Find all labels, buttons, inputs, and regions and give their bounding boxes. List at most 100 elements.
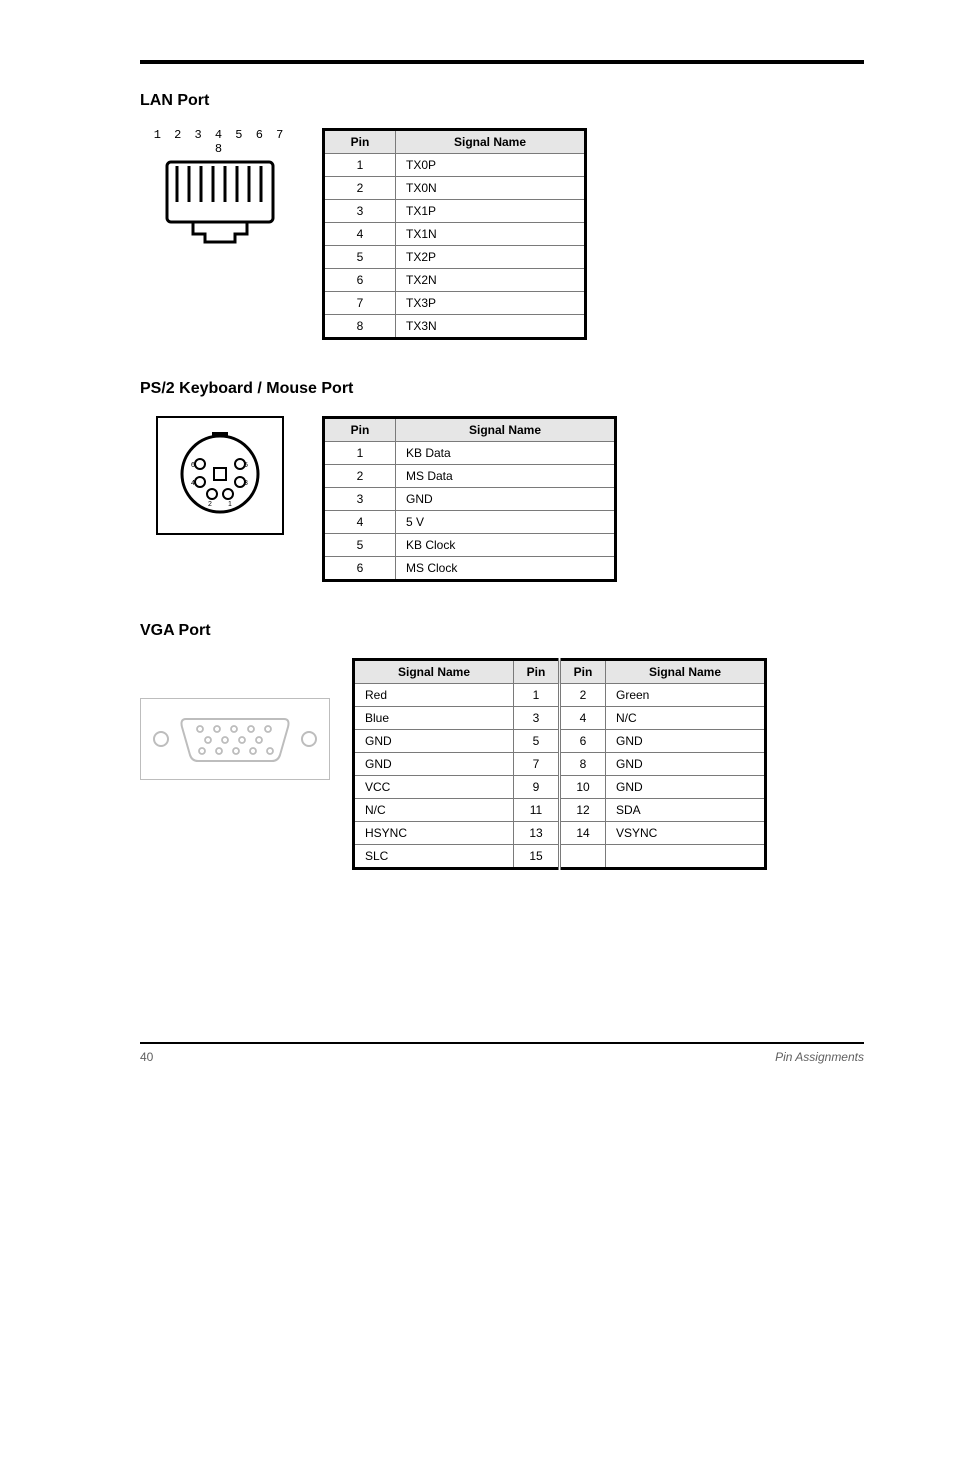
cell: 1 bbox=[324, 154, 396, 177]
svg-text:5: 5 bbox=[244, 462, 248, 469]
rj45-diagram: 1 2 3 4 5 6 7 8 bbox=[150, 128, 290, 246]
cell: VCC bbox=[354, 776, 514, 799]
cell: Red bbox=[354, 684, 514, 707]
cell: 14 bbox=[560, 822, 606, 845]
top-rule bbox=[140, 60, 864, 64]
ps2-col-pin: Pin bbox=[324, 418, 396, 442]
table-row: 1TX0P bbox=[324, 154, 586, 177]
vga-block: Signal Name Pin Pin Signal Name Red12Gre… bbox=[140, 658, 864, 870]
table-row: 7TX3P bbox=[324, 292, 586, 315]
cell: TX2P bbox=[396, 246, 586, 269]
cell: 4 bbox=[324, 511, 396, 534]
cell: 1 bbox=[514, 684, 560, 707]
vga-col-signal-l: Signal Name bbox=[354, 660, 514, 684]
vga-screw-left-icon bbox=[152, 730, 170, 748]
cell: 3 bbox=[514, 707, 560, 730]
cell: 4 bbox=[560, 707, 606, 730]
svg-text:3: 3 bbox=[244, 480, 248, 487]
table-row: GND78GND bbox=[354, 753, 766, 776]
page-number: 40 bbox=[140, 1050, 153, 1064]
vga-connector-icon bbox=[180, 715, 290, 763]
svg-text:4: 4 bbox=[191, 480, 195, 487]
table-row: 1KB Data bbox=[324, 442, 616, 465]
ps2-block: 6 5 4 3 2 1 Pin Signal Name 1KB Data 2MS… bbox=[140, 416, 864, 582]
svg-text:6: 6 bbox=[191, 462, 195, 469]
cell: GND bbox=[606, 753, 766, 776]
cell: SLC bbox=[354, 845, 514, 869]
lan-header-row: Pin Signal Name bbox=[324, 130, 586, 154]
table-row: SLC15 bbox=[354, 845, 766, 869]
table-row: 8TX3N bbox=[324, 315, 586, 339]
vga-table: Signal Name Pin Pin Signal Name Red12Gre… bbox=[352, 658, 767, 870]
table-row: 6MS Clock bbox=[324, 557, 616, 581]
cell: 13 bbox=[514, 822, 560, 845]
page-footer: 40 Pin Assignments bbox=[140, 1050, 864, 1064]
cell: TX2N bbox=[396, 269, 586, 292]
ps2-heading: PS/2 Keyboard / Mouse Port bbox=[140, 380, 864, 398]
lan-block: 1 2 3 4 5 6 7 8 Pin Signal Name bbox=[140, 128, 864, 340]
cell: TX3P bbox=[396, 292, 586, 315]
cell: 6 bbox=[324, 269, 396, 292]
cell: KB Clock bbox=[396, 534, 616, 557]
cell: 2 bbox=[324, 177, 396, 200]
cell: 3 bbox=[324, 488, 396, 511]
table-row: 2MS Data bbox=[324, 465, 616, 488]
vga-header-row: Signal Name Pin Pin Signal Name bbox=[354, 660, 766, 684]
lan-heading: LAN Port bbox=[140, 92, 864, 110]
cell: GND bbox=[606, 776, 766, 799]
table-row: Red12Green bbox=[354, 684, 766, 707]
cell: TX0P bbox=[396, 154, 586, 177]
cell: KB Data bbox=[396, 442, 616, 465]
table-row: 3TX1P bbox=[324, 200, 586, 223]
cell: Green bbox=[606, 684, 766, 707]
cell: 11 bbox=[514, 799, 560, 822]
ps2-icon: 6 5 4 3 2 1 bbox=[178, 432, 262, 516]
ps2-table: Pin Signal Name 1KB Data 2MS Data 3GND 4… bbox=[322, 416, 617, 582]
cell: SDA bbox=[606, 799, 766, 822]
rj45-icon bbox=[165, 160, 275, 246]
table-row: 4TX1N bbox=[324, 223, 586, 246]
cell: 15 bbox=[514, 845, 560, 869]
cell: TX1P bbox=[396, 200, 586, 223]
cell: 5 bbox=[514, 730, 560, 753]
vga-col-pin-r: Pin bbox=[560, 660, 606, 684]
cell: 3 bbox=[324, 200, 396, 223]
table-row: GND56GND bbox=[354, 730, 766, 753]
cell: 7 bbox=[324, 292, 396, 315]
cell: MS Data bbox=[396, 465, 616, 488]
cell: GND bbox=[396, 488, 616, 511]
cell: GND bbox=[354, 753, 514, 776]
ps2-col-signal: Signal Name bbox=[396, 418, 616, 442]
table-row: 45 V bbox=[324, 511, 616, 534]
cell: 10 bbox=[560, 776, 606, 799]
cell: 5 bbox=[324, 534, 396, 557]
cell: GND bbox=[606, 730, 766, 753]
cell: 2 bbox=[560, 684, 606, 707]
cell: 4 bbox=[324, 223, 396, 246]
cell: 5 V bbox=[396, 511, 616, 534]
cell: 8 bbox=[560, 753, 606, 776]
cell: 2 bbox=[324, 465, 396, 488]
svg-text:1: 1 bbox=[228, 501, 232, 508]
table-row: Blue34N/C bbox=[354, 707, 766, 730]
table-row: 5KB Clock bbox=[324, 534, 616, 557]
table-row: 2TX0N bbox=[324, 177, 586, 200]
vga-col-pin-l: Pin bbox=[514, 660, 560, 684]
cell: TX1N bbox=[396, 223, 586, 246]
lan-col-signal: Signal Name bbox=[396, 130, 586, 154]
ps2-diagram: 6 5 4 3 2 1 bbox=[150, 416, 290, 535]
svg-text:2: 2 bbox=[208, 501, 212, 508]
vga-col-signal-r: Signal Name bbox=[606, 660, 766, 684]
cell: HSYNC bbox=[354, 822, 514, 845]
vga-diagram bbox=[140, 698, 330, 780]
footer-section: Pin Assignments bbox=[775, 1050, 864, 1064]
lan-col-pin: Pin bbox=[324, 130, 396, 154]
cell: 8 bbox=[324, 315, 396, 339]
cell: 1 bbox=[324, 442, 396, 465]
table-row: 3GND bbox=[324, 488, 616, 511]
cell: 9 bbox=[514, 776, 560, 799]
vga-screw-right-icon bbox=[300, 730, 318, 748]
cell: 12 bbox=[560, 799, 606, 822]
cell: VSYNC bbox=[606, 822, 766, 845]
cell: GND bbox=[354, 730, 514, 753]
